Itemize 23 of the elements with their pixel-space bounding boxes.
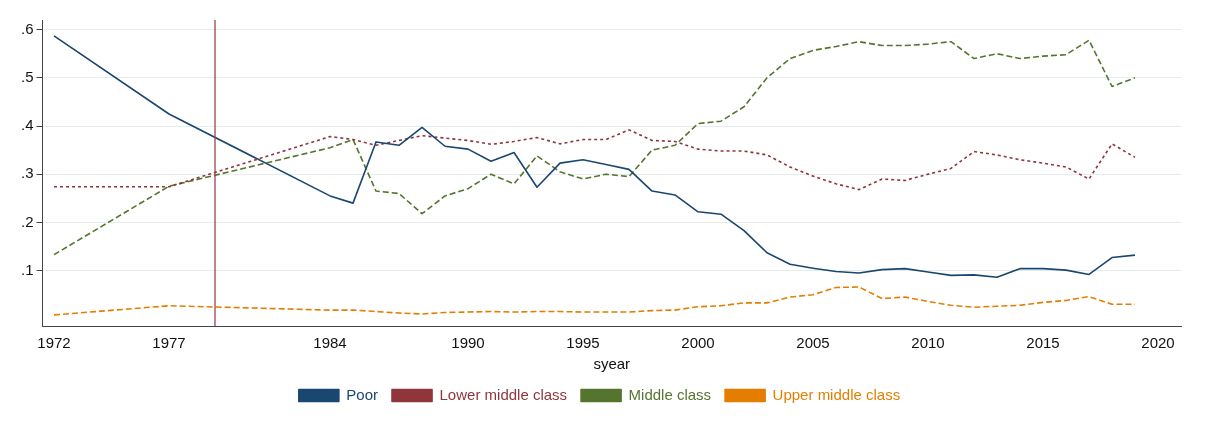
y-tick-label: .3 [20, 164, 34, 182]
x-tick-label: 2010 [911, 334, 945, 352]
legend-label: Middle class [628, 385, 712, 403]
y-tick-label: .6 [20, 19, 34, 37]
line-series [53, 286, 1136, 316]
x-tick-label: 1995 [566, 334, 600, 352]
legend-label: Poor [346, 385, 379, 403]
line-series [53, 129, 1136, 191]
x-tick-label: 2020 [1141, 334, 1175, 352]
x-tick-label: 1977 [152, 334, 186, 352]
y-tick-label: .2 [20, 212, 34, 230]
x-tick-label: 2000 [681, 334, 715, 352]
y-tick-label: .4 [20, 116, 34, 134]
legend-label: Lower middle class [439, 385, 568, 403]
x-tick-label: 1984 [313, 334, 347, 352]
x-tick-label: 2015 [1026, 334, 1060, 352]
x-axis-title: syear [593, 355, 631, 373]
x-tick-label: 1990 [451, 334, 485, 352]
y-tick-label: .5 [20, 67, 34, 85]
legend-label: Upper middle class [772, 385, 901, 403]
x-tick-label: 2005 [796, 334, 830, 352]
x-tick-label: 1972 [37, 334, 71, 352]
y-tick-label: .1 [20, 260, 34, 278]
